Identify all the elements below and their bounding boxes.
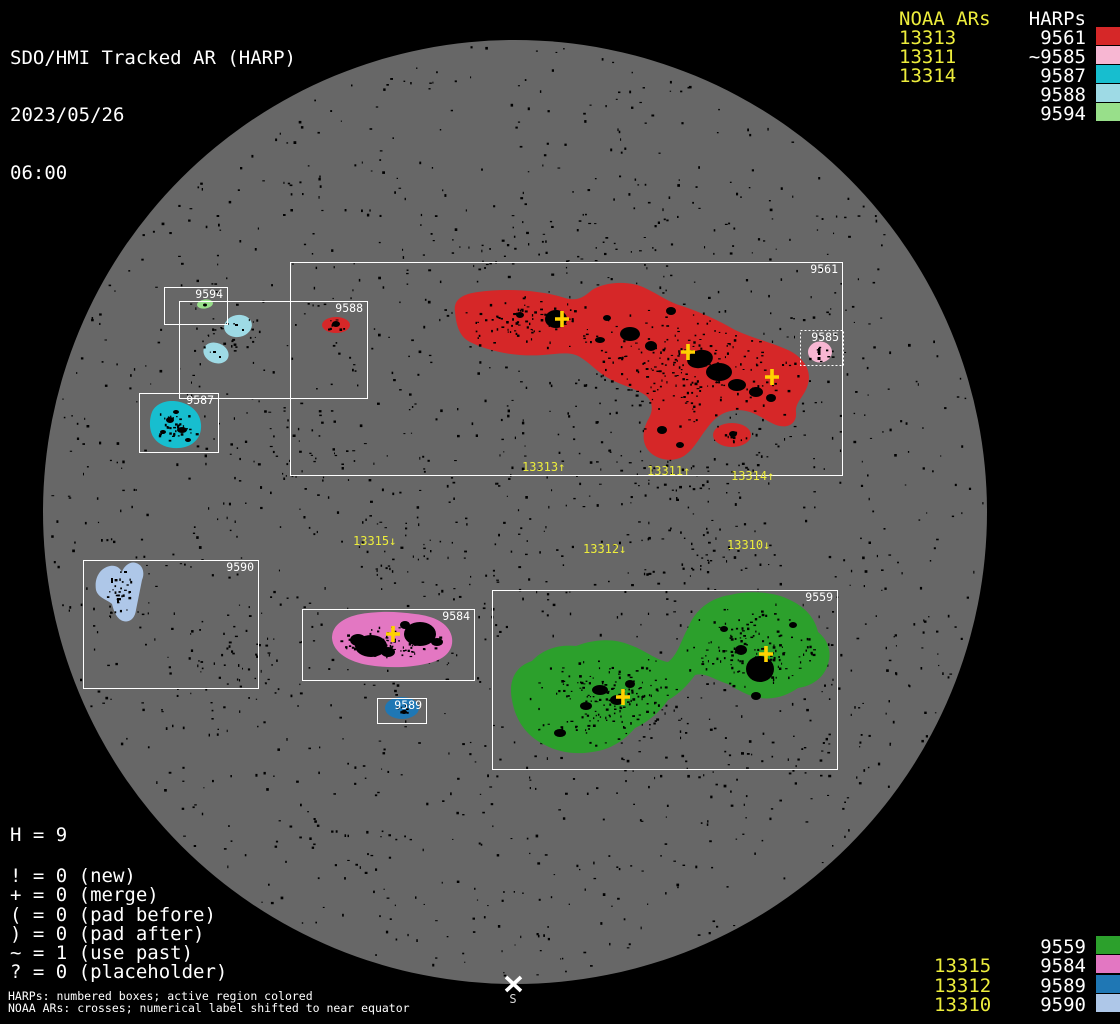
footnote-harps: HARPs: numbered boxes; active region col… [8,989,313,1003]
noaa-disk-label: 13313↑ [522,460,565,474]
harp-box-9594 [164,287,228,325]
header-block: SDO/HMI Tracked AR (HARP) 2023/05/26 06:… [10,10,296,222]
harps-header: HARPs [1028,8,1086,30]
legend-item: ? = 0 (placeholder) [10,961,228,984]
harp-box-9588 [179,301,368,399]
noaa-disk-label: 13315↓ [353,534,396,548]
harp-color-swatch-9587 [1096,65,1120,83]
noaa-disk-label: 13314↑ [731,469,774,483]
harp-color-swatch-9584 [1096,955,1120,973]
harp-number: 9587 [1040,65,1086,87]
harp-color-swatch-9588 [1096,84,1120,102]
harp-row-9587: 13314 9587 [0,65,1120,87]
harp-box-label-9559: 9559 [805,590,833,604]
harp-box-9590 [83,560,259,689]
harp-number: ~9585 [1028,46,1086,68]
harp-color-swatch-9589 [1096,975,1120,993]
harp-box-label-9585: 9585 [811,330,839,344]
harp-color-swatch-9594 [1096,103,1120,121]
noaa-disk-label: 13310↓ [727,538,770,552]
noaa-disk-label: 13311↑ [647,464,690,478]
noaa-cross-icon [765,369,779,385]
harp-box-9587 [139,393,219,453]
noaa-ar-number: 13313 [899,27,957,49]
harp-box-9585 [800,330,844,366]
noaa-ar-number: 13311 [899,46,957,68]
solar-disk [43,40,987,984]
noaa-ar-number: 13314 [899,65,957,87]
harp-row-9559: 9559 [0,936,1120,958]
harp-row-9584: 13315 9584 [0,955,1120,977]
south-x-icon [504,975,523,993]
harp-box-label-9561: 9561 [810,262,838,276]
noaa-ars-header: NOAA ARs [899,8,991,30]
harp-number: 9561 [1040,27,1086,49]
harp-number: 9559 [1040,936,1086,958]
harp-box-label-9594: 9594 [195,287,223,301]
legend-item: ) = 0 (pad after) [10,922,205,945]
harp-box-label-9588: 9588 [335,301,363,315]
harp-box-9561 [290,262,843,476]
harp-row-9589: 13312 9589 [0,975,1120,997]
south-pole-marker: S [504,975,523,1006]
harp-box-9589 [377,698,427,724]
south-label: S [509,992,516,1006]
noaa-cross-icon [681,344,695,360]
harp-boxes: 9561 9594 9588 9587 9585 9590 9584 9589 9559 [83,262,844,770]
noaa-cross-icon [759,646,773,662]
harp-box-label-9587: 9587 [186,393,214,407]
harp-color-swatch-9559 [1096,936,1120,954]
harp-box-9584 [302,609,475,681]
harp-box-label-9589: 9589 [394,698,422,712]
noaa-cross-icon [616,689,630,705]
noaa-cross-icon [386,626,400,642]
noaa-crosses [386,311,779,705]
noaa-disk-label: 13312↓ [583,542,626,556]
legend-item: ! = 0 (new) [10,865,136,887]
time-label: 06:00 [10,162,68,185]
legend-items: ! = 0 (new) + = 0 (merge)( = 0 (pad befor… [10,865,228,984]
harp-number: 9584 [1040,955,1086,977]
noaa-cross-icon [555,311,569,327]
harp-number: 9590 [1040,994,1086,1016]
legend-item: ~ = 1 (use past) [10,942,194,965]
legend-item: ( = 0 (pad before) [10,903,216,926]
noaa-ar-number: 13315 [934,955,992,977]
harp-row-9585: 13311 ~9585 [0,46,1120,68]
harp-row-9561: 13313 9561 [0,27,1120,49]
harp-color-swatch-9561 [1096,27,1120,45]
noaa-ar-number: 13312 [934,975,992,997]
harp-count: H = 9 [10,824,68,846]
harp-box-9559 [492,590,838,770]
harp-color-swatch-9590 [1096,994,1120,1012]
harp-color-swatch-9585 [1096,46,1120,64]
harp-row-9588: 9588 [0,84,1120,106]
harp-box-label-9584: 9584 [442,609,470,623]
harp-number: 9594 [1040,103,1086,125]
noaa-ar-number: 13310 [934,994,992,1016]
sunspot-speckle-noise [106,213,870,785]
harp-number: 9588 [1040,84,1086,106]
footnote-noaa: NOAA ARs: crosses; numerical label shift… [8,1001,410,1015]
legend-item: + = 0 (merge) [10,884,159,907]
harp-row-9594: 9594 [0,103,1120,125]
harp-box-label-9590: 9590 [226,560,254,574]
harp-number: 9589 [1040,975,1086,997]
ar-blob-9559 [510,592,830,754]
noaa-disk-labels: 13313↑ 13311↑ 13314↑ 13315↓ 13312↓ 13310↓ [353,460,774,556]
page-title: SDO/HMI Tracked AR (HARP) [10,46,296,69]
harp-row-9590: 13310 9590 [0,994,1120,1016]
date-label: 2023/05/26 [10,104,125,127]
